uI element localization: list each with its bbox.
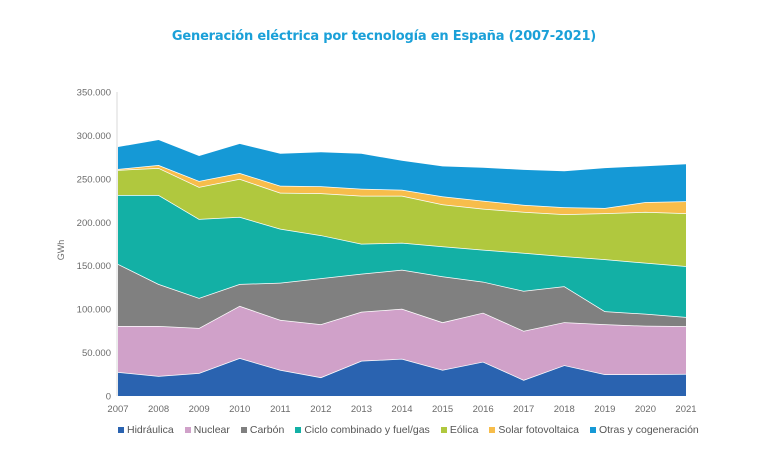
area-eolica [118, 168, 686, 267]
area-hidraulica [118, 358, 686, 396]
legend-label: Carbón [249, 424, 285, 436]
x-tick-label: 2011 [270, 404, 290, 415]
legend-item: Nuclear [184, 424, 230, 436]
x-tick-label: 2014 [391, 404, 412, 415]
legend-swatch [118, 427, 124, 433]
x-tick-label: 2021 [675, 404, 696, 415]
legend-item: Hidráulica [118, 424, 174, 436]
legend-label: Ciclo combinado y fuel/gas [304, 424, 430, 436]
x-tick-label: 2007 [107, 404, 128, 415]
chart-title: Generación eléctrica por tecnología en E… [171, 29, 597, 44]
area-solar-fotovoltaica [118, 165, 686, 215]
area-layers [117, 140, 687, 396]
legend-item: Carbón [240, 424, 285, 436]
x-tick-label: 2018 [554, 404, 575, 415]
legend-swatch [589, 427, 596, 433]
legend-swatch [295, 427, 302, 433]
x-tick-label: 2008 [148, 404, 169, 415]
y-tick-labels: 0 50.000 100.000 150.000 200.000 250.000 300.0… [77, 88, 111, 403]
x-tick-labels: 2007 2008 2009 2010 2011 2012 2013 2014 2015 2016… [107, 404, 696, 415]
x-tick-label: 2010 [229, 404, 250, 415]
area-ciclo-combinado-y-fuel-gas [118, 195, 686, 317]
area-otras-y-cogeneracion [118, 140, 686, 208]
legend-label: Solar fotovoltaica [498, 424, 579, 436]
area-nuclear [118, 305, 686, 380]
y-tick-label: 250.000 [77, 174, 111, 185]
legend-item: Ciclo combinado y fuel/gas [295, 424, 430, 436]
x-tick-label: 2015 [432, 404, 453, 415]
legend-swatch [440, 427, 447, 433]
y-tick-label: 300.000 [77, 131, 111, 142]
legend-swatch [489, 427, 496, 433]
x-tick-label: 2012 [310, 404, 331, 415]
x-tick-label: 2019 [594, 404, 615, 415]
legend-swatch [184, 427, 191, 433]
area-carbon [118, 264, 686, 331]
legend-label: Nuclear [193, 424, 230, 436]
legend: Hidráulica Nuclear Carbón Ciclo combinado y… [118, 424, 710, 436]
y-axis-label: GWh [56, 240, 66, 261]
y-tick-label: 100.000 [77, 305, 111, 316]
legend-item: Solar fotovoltaica [489, 424, 579, 436]
x-tick-label: 2013 [351, 404, 372, 415]
x-tick-label: 2009 [189, 404, 210, 415]
legend-label: Otras y cogeneración [598, 424, 699, 436]
legend-label: Hidráulica [127, 424, 174, 436]
y-tick-label: 350.000 [77, 88, 111, 99]
legend-swatch [240, 427, 247, 433]
legend-item: Eólica [440, 424, 479, 436]
y-tick-label: 200.000 [77, 218, 111, 229]
x-tick-label: 2016 [473, 404, 494, 415]
y-tick-label: 150.000 [77, 261, 111, 272]
x-tick-label: 2020 [635, 404, 656, 415]
legend-item: Otras y cogeneración [589, 424, 699, 436]
y-tick-label: 50.000 [82, 348, 111, 359]
y-tick-label: 0 [106, 392, 111, 403]
legend-label: Eólica [449, 424, 479, 436]
x-tick-label: 2017 [513, 404, 534, 415]
